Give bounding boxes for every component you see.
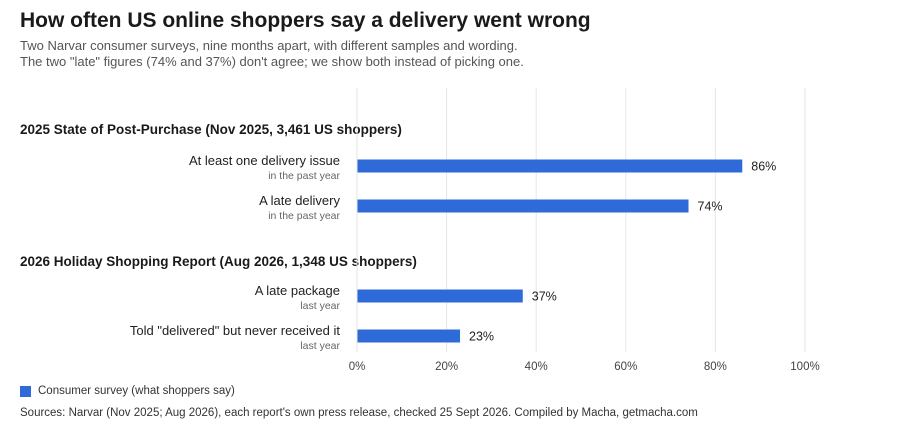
x-tick-label: 100%	[790, 361, 819, 373]
bar-sublabel: in the past year	[268, 170, 340, 182]
bar-sublabel: last year	[300, 340, 340, 352]
bar-value-label: 86%	[751, 160, 776, 174]
legend-swatch	[20, 385, 31, 397]
subtitle-line-2: The two "late" figures (74% and 37%) don…	[20, 54, 524, 69]
bar	[357, 199, 689, 213]
bar-label: A late package	[255, 283, 340, 298]
bar-chart: 0% 20% 40% 60% 80% 100% 2025 State of Post-Pur…	[20, 88, 820, 373]
x-tick-label: 40%	[525, 361, 548, 373]
legend-label: Consumer survey (what shoppers say)	[38, 385, 235, 397]
bar-value-label: 23%	[469, 330, 494, 344]
x-tick-label: 0%	[349, 361, 366, 373]
bar	[357, 289, 523, 303]
chart-title: How often US online shoppers say a deliv…	[20, 9, 591, 32]
x-tick-label: 80%	[704, 361, 727, 373]
subtitle-line-1: Two Narvar consumer surveys, nine months…	[20, 38, 518, 53]
legend: Consumer survey (what shoppers say)	[20, 385, 235, 397]
chart-subtitle: Two Narvar consumer surveys, nine months…	[20, 38, 524, 70]
bar	[357, 329, 461, 343]
bar-label: At least one delivery issue	[189, 153, 340, 168]
bar-sublabel: last year	[300, 300, 340, 312]
bar-label: A late delivery	[259, 193, 340, 208]
x-tick-label: 20%	[435, 361, 458, 373]
bar	[357, 159, 743, 173]
bar-label: Told "delivered" but never received it	[130, 323, 341, 338]
bar-sublabel: in the past year	[268, 210, 340, 222]
sources-footer: Sources: Narvar (Nov 2025; Aug 2026), ea…	[20, 407, 698, 419]
x-tick-label: 60%	[614, 361, 637, 373]
group-title: 2026 Holiday Shopping Report (Aug 2026, …	[20, 254, 417, 269]
bar-value-label: 37%	[532, 290, 557, 304]
bar-value-label: 74%	[698, 200, 723, 214]
group-title: 2025 State of Post-Purchase (Nov 2025, 3…	[20, 122, 402, 137]
